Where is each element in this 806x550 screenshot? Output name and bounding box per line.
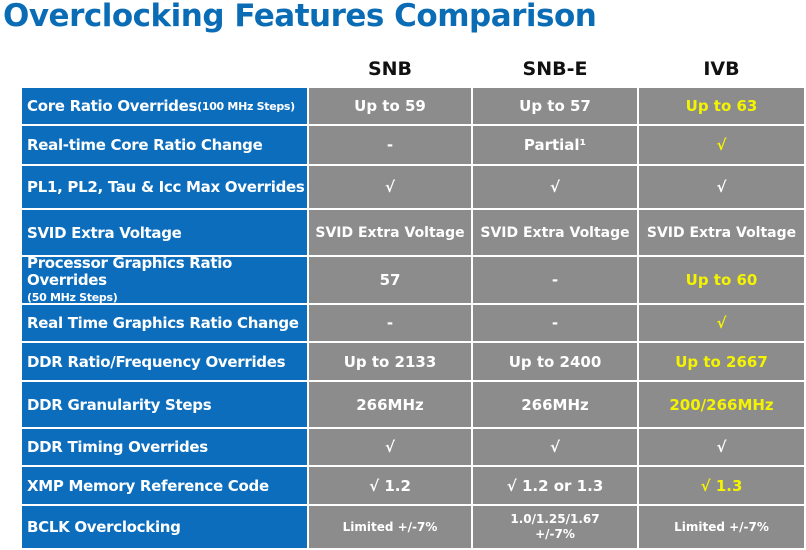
- cell-snb: SVID Extra Voltage: [309, 210, 471, 255]
- cell-ivb: √: [639, 305, 804, 341]
- cell-ivb: Up to 63: [639, 88, 804, 124]
- table-row: Processor Graphics Ratio Overrides (50 M…: [22, 253, 804, 304]
- table-row: DDR Granularity Steps 266MHz 266MHz 200/…: [22, 382, 804, 427]
- column-header-snb: SNB: [367, 58, 413, 80]
- row-label: PL1, PL2, Tau & Icc Max Overrides: [22, 166, 307, 208]
- table-row: PL1, PL2, Tau & Icc Max Overrides √ √ √: [22, 166, 804, 208]
- cell-snb: √: [309, 166, 471, 208]
- cell-snbe-line1: 1.0/1.25/1.67: [510, 512, 600, 526]
- row-label: DDR Timing Overrides: [22, 429, 307, 465]
- cell-ivb: Up to 60: [639, 257, 804, 303]
- row-label-text: Processor Graphics Ratio Overrides: [27, 253, 233, 289]
- cell-snb: √: [309, 429, 471, 465]
- cell-ivb: √: [639, 429, 804, 465]
- cell-snb: 266MHz: [309, 382, 471, 427]
- row-label: DDR Ratio/Frequency Overrides: [22, 343, 307, 380]
- row-label: BCLK Overclocking: [22, 506, 307, 548]
- cell-snbe: √ 1.2 or 1.3: [473, 467, 637, 504]
- column-header-snbe: SNB-E: [522, 58, 588, 80]
- table-row: Real Time Graphics Ratio Change - - √: [22, 305, 804, 341]
- cell-snb: Limited +/-7%: [309, 506, 471, 548]
- row-label: SVID Extra Voltage: [22, 210, 307, 255]
- row-label-note: (50 MHz Steps): [27, 290, 118, 304]
- cell-snb: √ 1.2: [309, 467, 471, 504]
- table-row: Core Ratio Overrides (100 MHz Steps) Up …: [22, 88, 804, 124]
- cell-ivb: √: [639, 166, 804, 208]
- table-row: DDR Timing Overrides √ √ √: [22, 429, 804, 465]
- cell-snbe-line2: +/-7%: [535, 527, 575, 541]
- row-label-text: Core Ratio Overrides: [27, 97, 198, 115]
- cell-ivb: 200/266MHz: [639, 382, 804, 427]
- cell-snbe: -: [473, 257, 637, 303]
- cell-snbe: 266MHz: [473, 382, 637, 427]
- cell-snb: Up to 2133: [309, 343, 471, 380]
- cell-ivb: SVID Extra Voltage: [639, 210, 804, 255]
- cell-snbe: √: [473, 166, 637, 208]
- cell-snbe: Up to 57: [473, 88, 637, 124]
- table-row: SVID Extra Voltage SVID Extra Voltage SV…: [22, 210, 804, 255]
- cell-snbe: 1.0/1.25/1.67 +/-7%: [473, 506, 637, 548]
- cell-snb: -: [309, 305, 471, 341]
- cell-ivb: √: [639, 126, 804, 164]
- cell-snb: 57: [309, 257, 471, 303]
- row-label-note: (100 MHz Steps): [197, 99, 295, 113]
- cell-snb: -: [309, 126, 471, 164]
- table-row: XMP Memory Reference Code √ 1.2 √ 1.2 or…: [22, 467, 804, 504]
- table-row: DDR Ratio/Frequency Overrides Up to 2133…: [22, 343, 804, 380]
- column-header-ivb: IVB: [703, 58, 740, 80]
- cell-ivb: Up to 2667: [639, 343, 804, 380]
- row-label: Processor Graphics Ratio Overrides (50 M…: [22, 253, 307, 304]
- cell-snbe: Partial¹: [473, 126, 637, 164]
- cell-snbe: -: [473, 305, 637, 341]
- cell-ivb: Limited +/-7%: [639, 506, 804, 548]
- table-row: Real-time Core Ratio Change - Partial¹ √: [22, 126, 804, 164]
- row-label: XMP Memory Reference Code: [22, 467, 307, 504]
- cell-snbe: SVID Extra Voltage: [473, 210, 637, 255]
- cell-snb: Up to 59: [309, 88, 471, 124]
- row-label: DDR Granularity Steps: [22, 382, 307, 427]
- page-title: Overclocking Features Comparison: [3, 0, 597, 34]
- row-label: Real Time Graphics Ratio Change: [22, 305, 307, 341]
- table-row: BCLK Overclocking Limited +/-7% 1.0/1.25…: [22, 506, 804, 548]
- cell-ivb: √ 1.3: [639, 467, 804, 504]
- row-label: Real-time Core Ratio Change: [22, 126, 307, 164]
- row-label: Core Ratio Overrides (100 MHz Steps): [22, 88, 307, 124]
- cell-snbe: Up to 2400: [473, 343, 637, 380]
- cell-snbe: √: [473, 429, 637, 465]
